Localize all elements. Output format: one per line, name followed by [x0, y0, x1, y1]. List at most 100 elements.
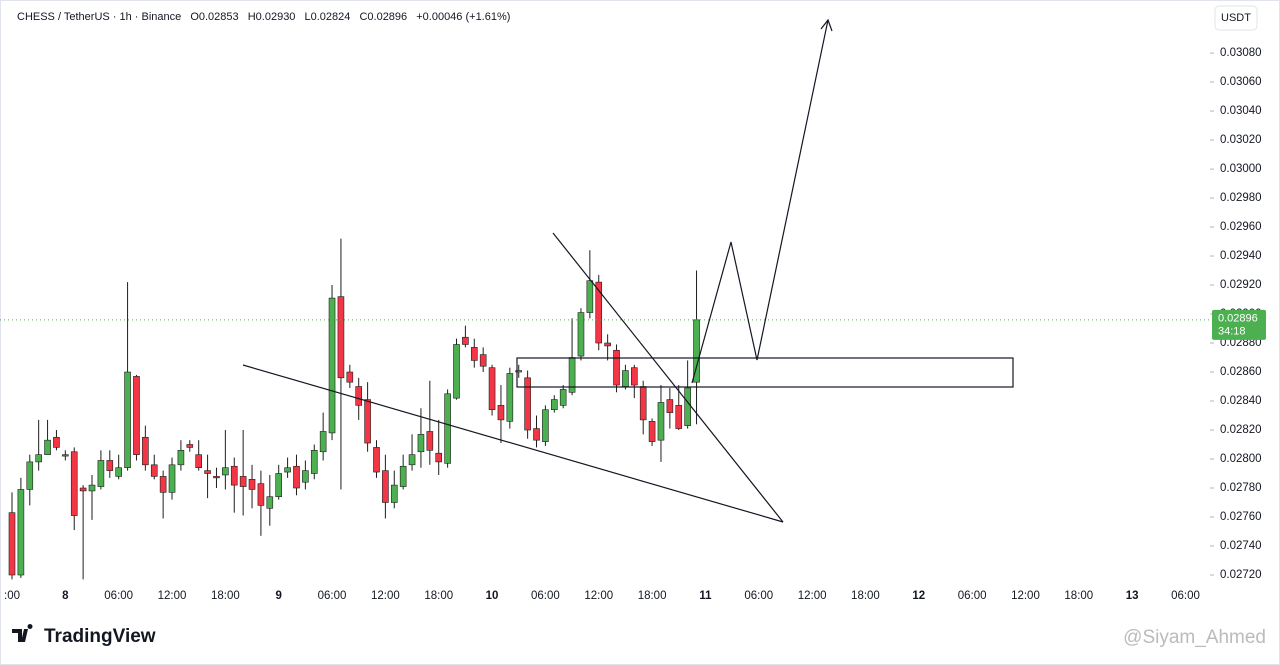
y-tick-label: 0.02960: [1220, 221, 1262, 233]
plot-area: 0.02720 0.02740 0.02760 0.02780 0.02800 0.028…: [0, 47, 1266, 602]
candle-body: [177, 450, 185, 466]
candle-body: [684, 387, 691, 426]
candle-body: [159, 476, 167, 493]
candle-body: [44, 439, 51, 455]
candle-body: [346, 371, 354, 383]
y-tick-label: 0.02760: [1220, 511, 1262, 523]
y-tick-label: 0.03080: [1220, 47, 1262, 59]
candle-body: [302, 470, 309, 483]
candle-body: [230, 465, 238, 486]
candle-body: [239, 476, 247, 487]
candle-body: [248, 479, 256, 490]
x-tick-label: 18:00: [211, 590, 240, 602]
watermark: @Siyam_Ahmed: [1123, 627, 1266, 648]
candle-body: [604, 342, 611, 347]
candle-body: [106, 460, 114, 471]
candle-body: [124, 371, 131, 469]
candle-body: [515, 370, 523, 373]
zone-box: [516, 357, 1014, 388]
logo-text: TradingView: [44, 626, 156, 647]
legend-close: C0.02896: [359, 11, 407, 23]
drawings: [242, 18, 1014, 523]
candle-body: [630, 367, 638, 386]
candle-body: [622, 370, 629, 387]
candle-body: [470, 347, 478, 361]
candle-body: [595, 281, 603, 344]
projection-path: [691, 19, 829, 384]
candle-body: [337, 296, 345, 379]
x-tick-label: 06:00: [318, 590, 347, 602]
logo: TradingView: [12, 624, 156, 647]
y-tick-label: 0.03020: [1220, 134, 1262, 146]
legend-high: H0.02930: [248, 11, 296, 23]
x-tick-label: 06:00: [744, 590, 773, 602]
x-tick-label: 06:00: [531, 590, 560, 602]
candle-body: [133, 376, 140, 455]
legend-low: L0.02824: [305, 11, 351, 23]
legend-symbol: CHESS / TetherUS · 1h · Binance: [17, 11, 181, 23]
currency-box[interactable]: [1214, 5, 1258, 31]
candle-body: [373, 447, 380, 473]
x-tick-label: 13: [1126, 590, 1139, 602]
y-tick-label: 0.03000: [1220, 163, 1262, 175]
candle-body: [186, 444, 194, 448]
candle-body: [142, 436, 149, 466]
candle-body: [35, 454, 42, 463]
x-tick-label: 12:00: [1011, 590, 1040, 602]
y-tick-label: 0.02860: [1220, 366, 1262, 378]
candle-body: [497, 405, 505, 421]
candle-body: [88, 484, 96, 492]
candle-body: [417, 434, 425, 453]
candle-body: [675, 405, 683, 429]
last-price-box: [1212, 309, 1266, 340]
x-tick-label: :00: [4, 590, 20, 602]
candle-body: [426, 431, 434, 451]
candle-body: [355, 386, 363, 406]
candle-body: [639, 386, 647, 421]
y-tick-label: 0.02840: [1220, 395, 1262, 407]
candle-body: [506, 373, 514, 422]
last-price-label: 0.02896: [1218, 313, 1258, 325]
x-tick-label: 06:00: [104, 590, 133, 602]
candle-body: [115, 467, 122, 477]
candle-body: [310, 450, 318, 474]
candle-body: [328, 297, 336, 434]
candle-body: [275, 473, 283, 498]
candle-body: [293, 465, 300, 489]
candle-body: [399, 465, 407, 487]
x-tick-label: 12:00: [584, 590, 613, 602]
x-tick-label: 12:00: [798, 590, 827, 602]
candle-body: [586, 280, 594, 313]
y-tick-label: 0.02720: [1220, 569, 1262, 581]
candle-body: [319, 431, 327, 453]
y-tick-label: 0.03060: [1220, 76, 1262, 88]
x-tick-label: 06:00: [958, 590, 987, 602]
candle-body: [657, 402, 665, 441]
candle-body: [435, 452, 443, 463]
y-tick-label: 0.03040: [1220, 105, 1262, 117]
candle-body: [408, 454, 416, 466]
currency: USDT: [1221, 12, 1251, 24]
y-tick-label: 0.02980: [1220, 192, 1262, 204]
y-tick-label: 0.02800: [1220, 453, 1262, 465]
candle-body: [53, 436, 60, 448]
x-tick-label: 11: [699, 590, 712, 602]
x-tick-label: 10: [486, 590, 499, 602]
y-tick-label: 0.02880: [1220, 337, 1262, 349]
candle-body: [213, 476, 220, 479]
candle-body: [284, 467, 291, 473]
trend-line: [242, 364, 784, 523]
candle-body: [550, 399, 558, 411]
y-tick-label: 0.02820: [1220, 424, 1262, 436]
candle-body: [26, 461, 34, 490]
x-tick-label: 9: [275, 590, 281, 602]
candle-body: [382, 470, 389, 503]
candle-body: [462, 336, 469, 345]
x-tick-label: 18:00: [424, 590, 453, 602]
candle-body: [168, 464, 176, 493]
candle-body: [266, 496, 274, 509]
x-tick-label: 12:00: [371, 590, 400, 602]
candle-body: [204, 470, 211, 474]
